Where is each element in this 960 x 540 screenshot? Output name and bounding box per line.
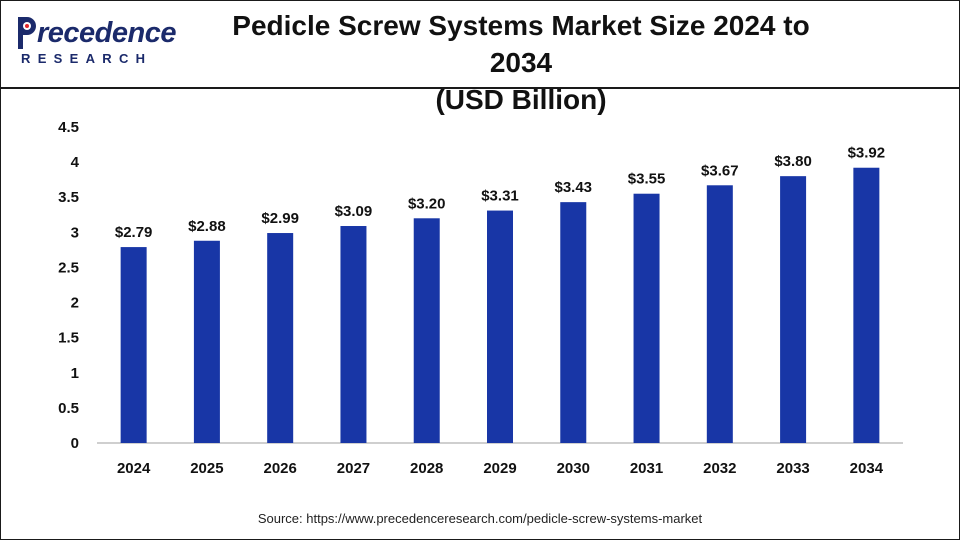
bar-2033 <box>780 176 807 443</box>
x-tick-label: 2025 <box>190 460 223 477</box>
data-label: $3.55 <box>628 171 666 188</box>
x-tick-label: 2024 <box>117 460 151 477</box>
y-tick-label: 4.5 <box>58 119 79 136</box>
data-label: $3.43 <box>554 179 592 196</box>
x-tick-label: 2028 <box>410 460 443 477</box>
data-label: $2.99 <box>261 210 299 227</box>
logo-p-icon <box>18 17 36 49</box>
bar-2027 <box>340 226 367 443</box>
x-tick-label: 2030 <box>557 460 590 477</box>
y-tick-label: 4 <box>71 154 80 171</box>
bar-2026 <box>267 233 294 443</box>
data-label: $3.80 <box>774 153 812 170</box>
y-tick-label: 1 <box>71 365 79 382</box>
brand-logo: recedence RESEARCH <box>15 15 177 71</box>
y-tick-label: 0 <box>71 435 79 452</box>
y-tick-label: 3 <box>71 224 79 241</box>
chart-title-line-1: Pedicle Screw Systems Market Size 2024 t… <box>232 10 810 78</box>
y-tick-label: 1.5 <box>58 330 79 347</box>
bar-2028 <box>413 218 440 443</box>
y-tick-label: 0.5 <box>58 400 79 417</box>
data-label: $2.79 <box>115 224 153 241</box>
bar-chart: 0 0.5 1 1.5 2 2.5 3 3.5 4 4.5 $2.79 2024 $2.88 2025 $2… <box>58 119 903 477</box>
data-label: $3.67 <box>701 162 739 179</box>
x-tick-label: 2029 <box>483 460 516 477</box>
chart-title-line-2: (USD Billion) <box>435 84 607 115</box>
bar-2032 <box>706 185 733 443</box>
data-label: $3.92 <box>848 145 886 162</box>
bar-2024 <box>120 247 147 443</box>
x-tick-label: 2031 <box>630 460 663 477</box>
bar-2031 <box>633 193 660 443</box>
data-label: $3.20 <box>408 195 446 212</box>
bar-2030 <box>560 202 587 443</box>
data-label: $3.09 <box>335 203 373 220</box>
bar-2034 <box>853 167 880 443</box>
bar-2025 <box>193 240 220 443</box>
brand-subtitle: RESEARCH <box>21 51 153 66</box>
y-tick-label: 3.5 <box>58 189 79 206</box>
data-label: $2.88 <box>188 218 226 235</box>
y-tick-label: 2 <box>71 295 79 312</box>
x-tick-label: 2033 <box>776 460 809 477</box>
header: recedence RESEARCH Pedicle Screw Systems… <box>1 1 959 115</box>
bar-2029 <box>487 210 513 443</box>
chart-title: Pedicle Screw Systems Market Size 2024 t… <box>201 7 841 118</box>
x-tick-label: 2026 <box>263 460 296 477</box>
source-note: Source: https://www.precedenceresearch.c… <box>257 511 703 526</box>
x-tick-label: 2034 <box>850 460 884 477</box>
x-tick-label: 2027 <box>337 460 370 477</box>
data-label: $3.31 <box>481 188 519 205</box>
x-tick-label: 2032 <box>703 460 736 477</box>
y-tick-label: 2.5 <box>58 259 79 276</box>
brand-name: recedence <box>37 17 177 49</box>
